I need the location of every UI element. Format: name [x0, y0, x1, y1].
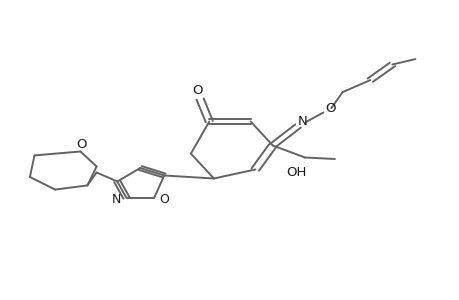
Text: O: O	[159, 193, 169, 206]
Text: OH: OH	[286, 166, 306, 179]
Text: O: O	[325, 102, 335, 116]
Text: O: O	[192, 84, 202, 97]
Text: N: N	[297, 115, 307, 128]
Text: O: O	[77, 138, 87, 152]
Text: N: N	[112, 193, 121, 206]
